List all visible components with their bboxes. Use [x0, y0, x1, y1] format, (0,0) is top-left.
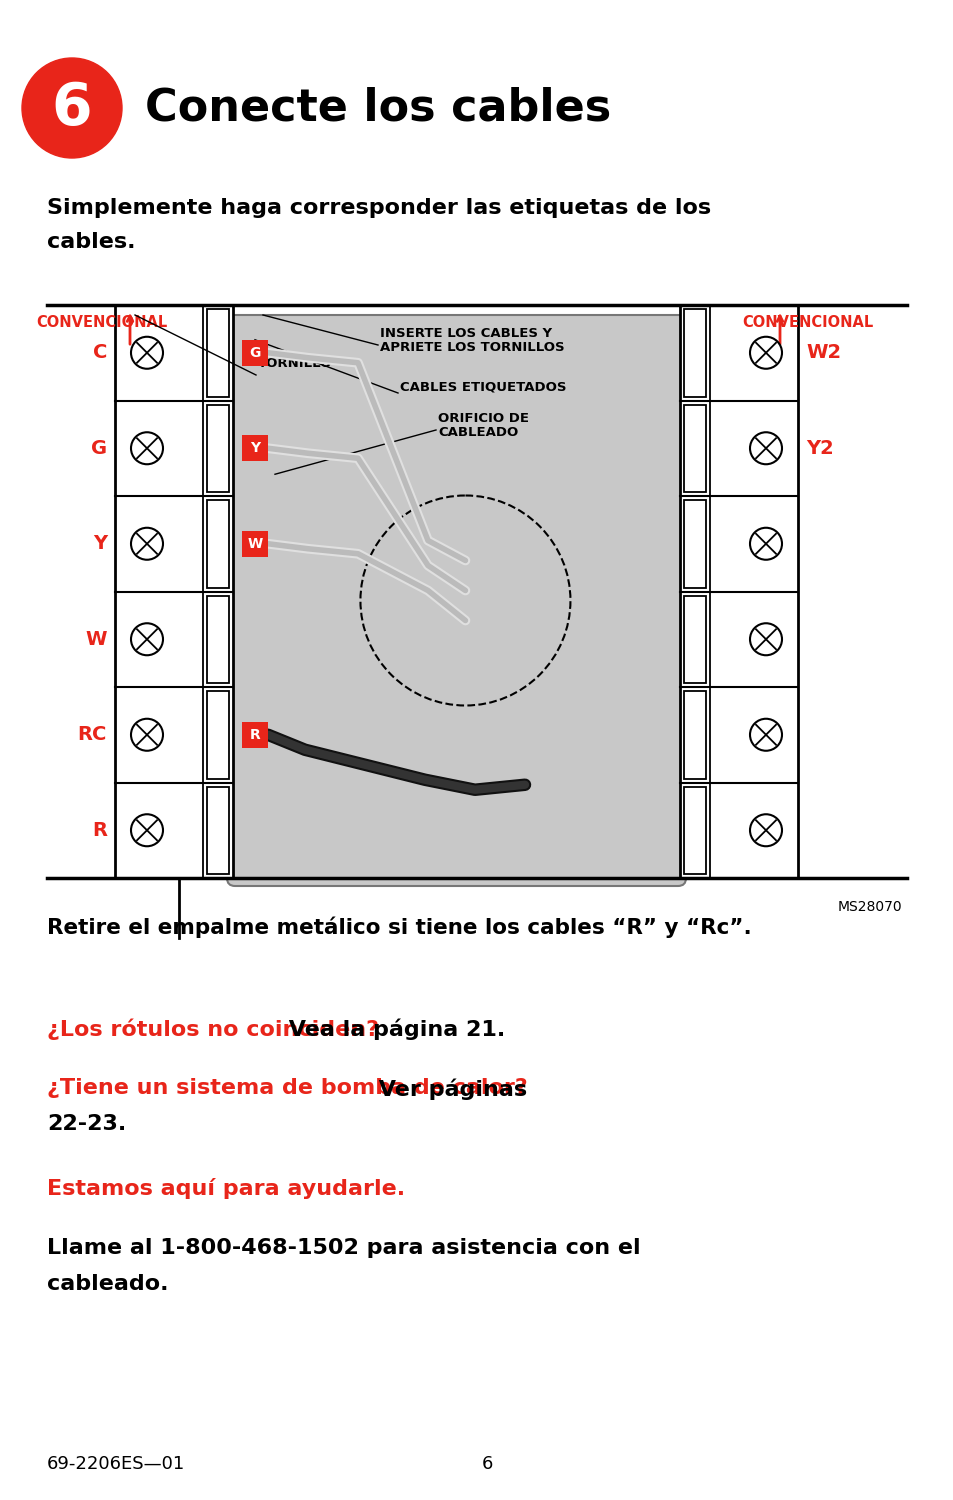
Bar — [242, 435, 268, 462]
Text: G: G — [249, 346, 260, 360]
Text: R: R — [91, 821, 107, 840]
Text: INSERTE LOS CABLES Y: INSERTE LOS CABLES Y — [379, 327, 552, 340]
Text: APRIETE LOS TORNILLOS: APRIETE LOS TORNILLOS — [379, 340, 564, 354]
Text: R: R — [250, 728, 260, 742]
Bar — [207, 596, 229, 682]
Text: 6: 6 — [51, 80, 92, 136]
Text: TORNILLO: TORNILLO — [257, 357, 332, 370]
Bar — [242, 722, 268, 748]
Bar — [683, 309, 705, 396]
Text: Conecte los cables: Conecte los cables — [145, 87, 611, 129]
Text: G: G — [91, 438, 107, 458]
Circle shape — [749, 528, 781, 560]
Text: ORIFICIO DE: ORIFICIO DE — [437, 413, 529, 424]
Circle shape — [22, 58, 122, 158]
Text: 6: 6 — [481, 1455, 492, 1473]
Text: CONVENCIONAL: CONVENCIONAL — [36, 315, 168, 330]
Text: cableado.: cableado. — [47, 1274, 169, 1294]
Bar — [242, 340, 268, 366]
Text: Y: Y — [92, 534, 107, 554]
Bar — [207, 786, 229, 874]
Bar — [242, 531, 268, 556]
Text: MS28070: MS28070 — [837, 900, 901, 914]
Text: CABLEADO: CABLEADO — [437, 426, 517, 439]
Circle shape — [131, 815, 163, 846]
Text: Simplemente haga corresponder las etiquetas de los: Simplemente haga corresponder las etique… — [47, 198, 710, 217]
Text: 22-23.: 22-23. — [47, 1114, 126, 1134]
Text: 69-2206ES—01: 69-2206ES—01 — [47, 1455, 185, 1473]
Text: Ver páginas: Ver páginas — [371, 1078, 527, 1100]
Bar — [207, 692, 229, 778]
Text: cables.: cables. — [47, 232, 135, 252]
Bar — [207, 309, 229, 396]
Text: C: C — [92, 344, 107, 363]
Text: Estamos aquí para ayudarle.: Estamos aquí para ayudarle. — [47, 1178, 405, 1198]
Text: ¿Los rótulos no coinciden?: ¿Los rótulos no coinciden? — [47, 1019, 378, 1040]
Text: Y: Y — [250, 441, 260, 456]
Text: ¿Tiene un sistema de bomba de calor?: ¿Tiene un sistema de bomba de calor? — [47, 1078, 527, 1098]
Text: CABLES ETIQUETADOS: CABLES ETIQUETADOS — [399, 380, 566, 393]
Bar — [207, 405, 229, 492]
Circle shape — [131, 528, 163, 560]
Text: CONVENCIONAL: CONVENCIONAL — [741, 315, 873, 330]
Text: Vea la página 21.: Vea la página 21. — [281, 1019, 505, 1040]
Text: RC: RC — [77, 726, 107, 744]
FancyBboxPatch shape — [227, 315, 685, 886]
Circle shape — [131, 338, 163, 369]
Text: W: W — [247, 537, 262, 550]
Bar — [683, 405, 705, 492]
Text: Y2: Y2 — [805, 438, 833, 458]
Text: W2: W2 — [805, 344, 841, 363]
Bar — [115, 304, 233, 877]
Circle shape — [749, 815, 781, 846]
Text: W: W — [86, 630, 107, 648]
Circle shape — [749, 718, 781, 750]
Circle shape — [749, 338, 781, 369]
Circle shape — [131, 718, 163, 750]
Circle shape — [131, 432, 163, 465]
Circle shape — [749, 432, 781, 465]
Bar — [683, 692, 705, 778]
Bar — [679, 304, 797, 877]
Circle shape — [131, 624, 163, 656]
Bar — [683, 596, 705, 682]
Bar — [207, 500, 229, 588]
Bar — [683, 500, 705, 588]
Circle shape — [749, 624, 781, 656]
Text: Llame al 1-800-468-1502 para asistencia con el: Llame al 1-800-468-1502 para asistencia … — [47, 1238, 640, 1258]
Bar — [683, 786, 705, 874]
Text: Retire el empalme metálico si tiene los cables “R” y “Rc”.: Retire el empalme metálico si tiene los … — [47, 916, 751, 938]
